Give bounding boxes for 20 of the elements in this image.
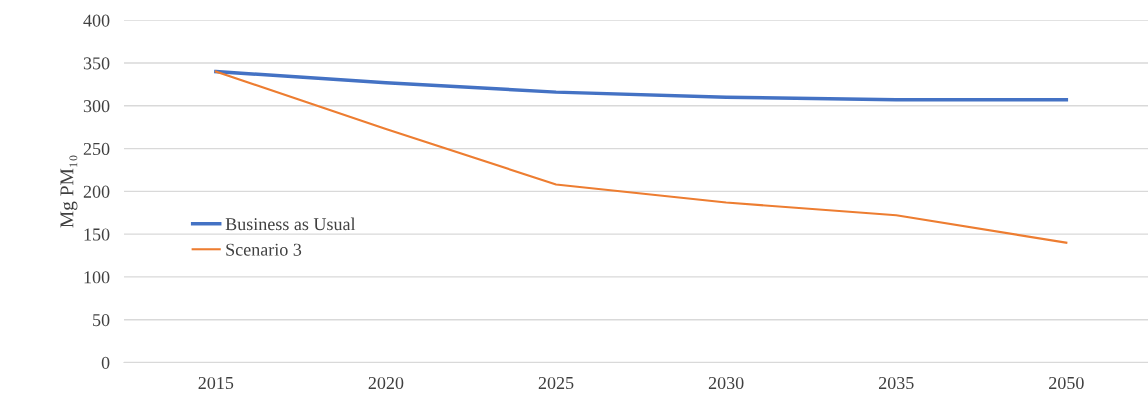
x-tick-label: 2020: [368, 376, 404, 390]
line-series: [214, 70, 1068, 244]
x-tick-label: 2015: [198, 376, 234, 390]
y-tick-label: 250: [83, 142, 110, 156]
x-tick-label: 2030: [708, 376, 744, 390]
y-tick-label: 350: [83, 57, 110, 70]
x-tick-label: 2035: [878, 376, 914, 390]
y-tick-label: 50: [93, 313, 110, 327]
legend-label: Scenario 3: [226, 243, 302, 256]
y-axis-title: Mg PM₁₀: [60, 155, 78, 228]
y-tick-label: 200: [83, 185, 110, 198]
x-tick-label: 2050: [1049, 376, 1084, 390]
y-tick-label: 150: [84, 228, 110, 241]
line-series: [214, 69, 1069, 102]
y-tick-label: 300: [83, 100, 110, 113]
y-tick-label: 400: [83, 14, 110, 27]
y-tick-label: 100: [84, 271, 110, 284]
legend-label: Business as Usual: [225, 217, 356, 231]
y-tick-label: 0: [101, 356, 110, 369]
x-tick-label: 2025: [538, 376, 574, 390]
